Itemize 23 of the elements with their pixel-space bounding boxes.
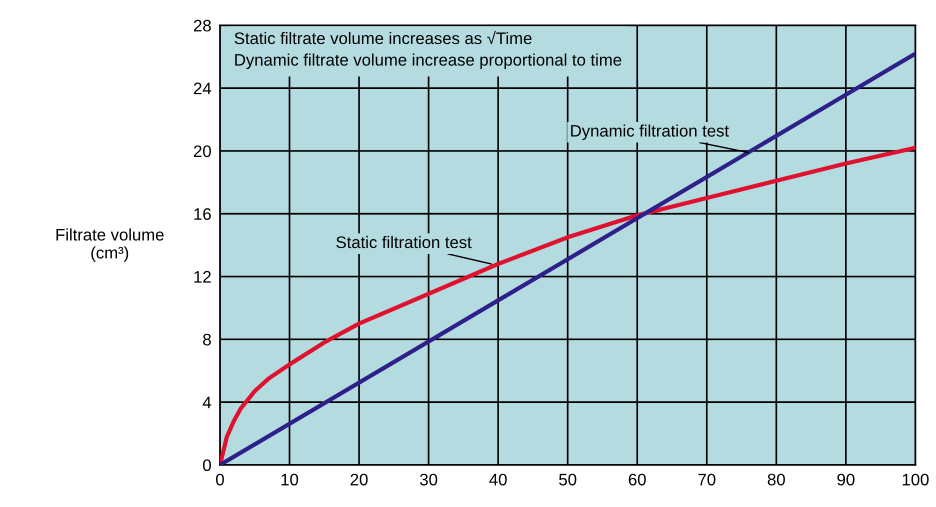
y-tick-label: 0 <box>203 459 211 472</box>
annotation: Static filtration test <box>336 236 472 248</box>
x-tick-label: 80 <box>768 474 785 486</box>
annotation: Dynamic filtration test <box>571 124 729 140</box>
x-tick-label: 10 <box>282 474 298 486</box>
y-tick-label: 28 <box>194 20 211 32</box>
x-tick-label: 30 <box>420 474 438 486</box>
y-tick-label: 16 <box>194 208 211 220</box>
y-tick-label: 24 <box>194 82 212 94</box>
x-tick-label: 60 <box>628 474 646 486</box>
x-tick-label: 100 <box>902 474 929 486</box>
x-tick-label: 0 <box>216 474 224 486</box>
y-tick-label: 20 <box>194 145 211 158</box>
y-tick-label: 12 <box>194 270 211 283</box>
y-tick-label: 4 <box>202 396 212 408</box>
x-tick-label: 90 <box>837 474 854 486</box>
annotation: Static filtrate volume increases as √Time Dynamic filtrate volume increase proportional to time <box>234 30 622 70</box>
x-tick-label: 70 <box>698 474 716 486</box>
x-tick-label: 50 <box>559 474 576 486</box>
x-tick-label: 20 <box>350 474 368 486</box>
x-tick-label: 40 <box>489 474 507 486</box>
y-axis-title: Filtrate volume (cm³) <box>56 228 164 262</box>
y-tick-label: 8 <box>203 334 211 346</box>
